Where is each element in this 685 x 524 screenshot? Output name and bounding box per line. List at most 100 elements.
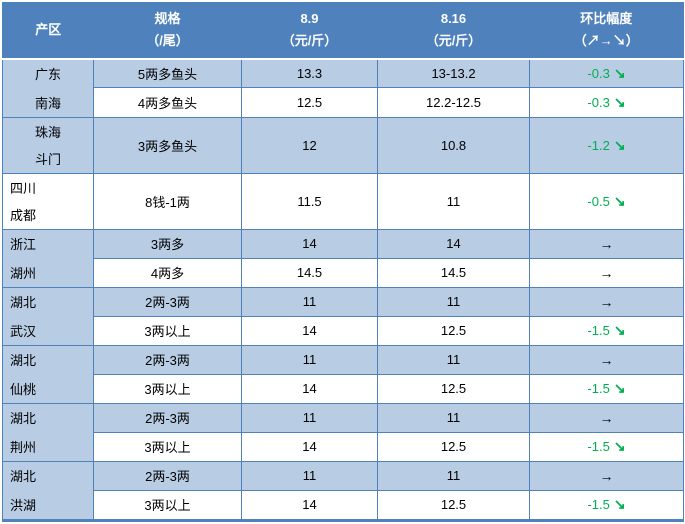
table-row: 3两以上 14 12.5 -1.5 ↘: [3, 373, 684, 404]
price-89-cell: 12: [241, 116, 378, 174]
change-cell: -1.5 ↘: [529, 490, 684, 521]
spec-cell: 2两-3两: [93, 286, 242, 317]
region-cell: 湖北 仙桃: [2, 344, 94, 404]
region-cell: 四川 成都: [2, 172, 94, 230]
price-89-cell: 14: [241, 315, 378, 346]
flat-arrow-icon: →: [599, 409, 614, 426]
price-816-cell: 11: [377, 402, 530, 433]
region-line: 成都: [10, 208, 37, 224]
header-row: 产区 规格 （/尾） 8.9 （元/斤） 8.16 （元/斤） 环比幅度 （↗→…: [2, 2, 684, 60]
price-89-cell: 11.5: [241, 172, 378, 230]
price-89-cell: 12.5: [241, 87, 378, 118]
change-cell: -1.2 ↘: [529, 116, 684, 174]
change-cell: -1.5 ↘: [529, 373, 684, 404]
table-row: 广东 南海 5两多鱼头 13.3 13-13.2 -0.3 ↘: [2, 57, 684, 118]
price-89-cell: 14: [241, 490, 378, 521]
table-row: 四川 成都 8钱-1两 11.5 11 -0.5 ↘: [2, 172, 684, 230]
price-89-cell: 11: [241, 402, 378, 433]
change-cell: -1.5 ↘: [529, 431, 684, 462]
header-spec-line2: （/尾）: [146, 33, 189, 49]
region-line: 南海: [34, 95, 61, 111]
spec-cell: 5两多鱼头: [93, 57, 242, 89]
change-cell: -0.5 ↘: [529, 172, 684, 230]
spec-cell: 2两-3两: [93, 402, 242, 433]
price-816-cell: 12.5: [377, 315, 530, 346]
spec-cell: 3两多鱼头: [93, 116, 242, 174]
region-line: 浙江: [10, 237, 37, 253]
region-line: 武汉: [10, 323, 37, 339]
spec-cell: 2两-3两: [93, 460, 242, 491]
change-cell: →: [529, 228, 684, 259]
price-89-cell: 14: [241, 373, 378, 404]
spec-cell: 8钱-1两: [93, 172, 242, 230]
region-cell: 湖北 武汉: [2, 286, 94, 346]
down-arrow-icon: ↘: [613, 380, 626, 396]
spec-cell: 4两多: [93, 257, 242, 288]
region-line: 广东: [34, 67, 61, 83]
region-cell: 湖北 荆州: [2, 402, 94, 462]
header-date816-line1: 8.16: [440, 11, 467, 27]
change-value: -0.3: [587, 65, 610, 81]
price-816-cell: 12.5: [377, 490, 530, 521]
col-header-date-816: 8.16 （元/斤）: [377, 2, 530, 60]
change-cell: →: [529, 286, 684, 317]
price-816-cell: 12.5: [377, 431, 530, 462]
region-cell: 广东 南海: [2, 58, 94, 118]
flat-arrow-icon: →: [599, 293, 614, 310]
header-date816-line2: （元/斤）: [425, 33, 482, 49]
price-816-cell: 11: [377, 460, 530, 491]
change-cell: →: [529, 460, 684, 491]
price-816-cell: 12.5: [377, 373, 530, 404]
change-value: -1.5: [587, 323, 610, 338]
price-816-cell: 13-13.2: [377, 57, 530, 89]
change-cell: →: [529, 257, 684, 288]
spec-cell: 2两-3两: [93, 344, 242, 375]
price-89-cell: 14.5: [241, 257, 378, 288]
region-cell: 珠海 斗门: [2, 116, 94, 174]
region-line: 湖州: [10, 265, 37, 281]
table-row: 珠海 斗门 3两多鱼头 12 10.8 -1.2 ↘: [2, 116, 684, 174]
table-row: 浙江 湖州 3两多 14 14 →: [2, 228, 684, 288]
region-line: 湖北: [10, 295, 37, 311]
header-spec-line1: 规格: [154, 11, 181, 27]
price-816-cell: 11: [377, 344, 530, 375]
region-line: 湖北: [10, 353, 37, 369]
price-89-cell: 11: [241, 286, 378, 317]
table-row: 4两多 14.5 14.5 →: [3, 257, 684, 288]
price-816-cell: 14.5: [377, 257, 530, 288]
down-arrow-icon: ↘: [613, 192, 626, 209]
down-arrow-icon: ↘: [613, 136, 626, 153]
region-line: 四川: [10, 180, 37, 196]
price-89-cell: 14: [241, 228, 378, 259]
price-816-cell: 11: [377, 286, 530, 317]
col-header-spec: 规格 （/尾）: [93, 2, 242, 60]
region-line: 仙桃: [10, 381, 37, 397]
table-row: 3两以上 14 12.5 -1.5 ↘: [3, 431, 684, 462]
col-header-date-89: 8.9 （元/斤）: [241, 2, 378, 60]
table-row: 湖北 仙桃 2两-3两 11 11 →: [2, 344, 684, 404]
table-row: 3两以上 14 12.5 -1.5 ↘: [3, 490, 684, 521]
flat-arrow-icon: →: [599, 467, 614, 484]
table-row: 湖北 荆州 2两-3两 11 11 →: [2, 402, 684, 462]
header-region-label: 产区: [35, 22, 62, 38]
table-row: 4两多鱼头 12.5 12.2-12.5 -0.3 ↘: [3, 87, 684, 118]
region-line: 湖北: [10, 469, 37, 485]
price-816-cell: 14: [377, 228, 530, 259]
header-change-line2: （↗→↘）: [573, 33, 639, 49]
change-value: -1.2: [587, 137, 610, 153]
region-cell: 浙江 湖州: [2, 228, 94, 288]
header-date89-line2: （元/斤）: [281, 33, 338, 49]
change-value: -0.5: [587, 193, 610, 209]
change-value: -0.3: [587, 94, 610, 110]
flat-arrow-icon: →: [599, 351, 614, 368]
down-arrow-icon: ↘: [613, 438, 626, 454]
col-header-region: 产区: [2, 2, 94, 60]
price-89-cell: 11: [241, 460, 378, 491]
price-89-cell: 14: [241, 431, 378, 462]
table-body: 广东 南海 5两多鱼头 13.3 13-13.2 -0.3 ↘ 4两多鱼头 12.5 12.2-1…: [2, 57, 684, 521]
change-value: -1.5: [587, 497, 610, 513]
price-89-cell: 13.3: [241, 57, 378, 89]
region-line: 斗门: [34, 152, 61, 168]
